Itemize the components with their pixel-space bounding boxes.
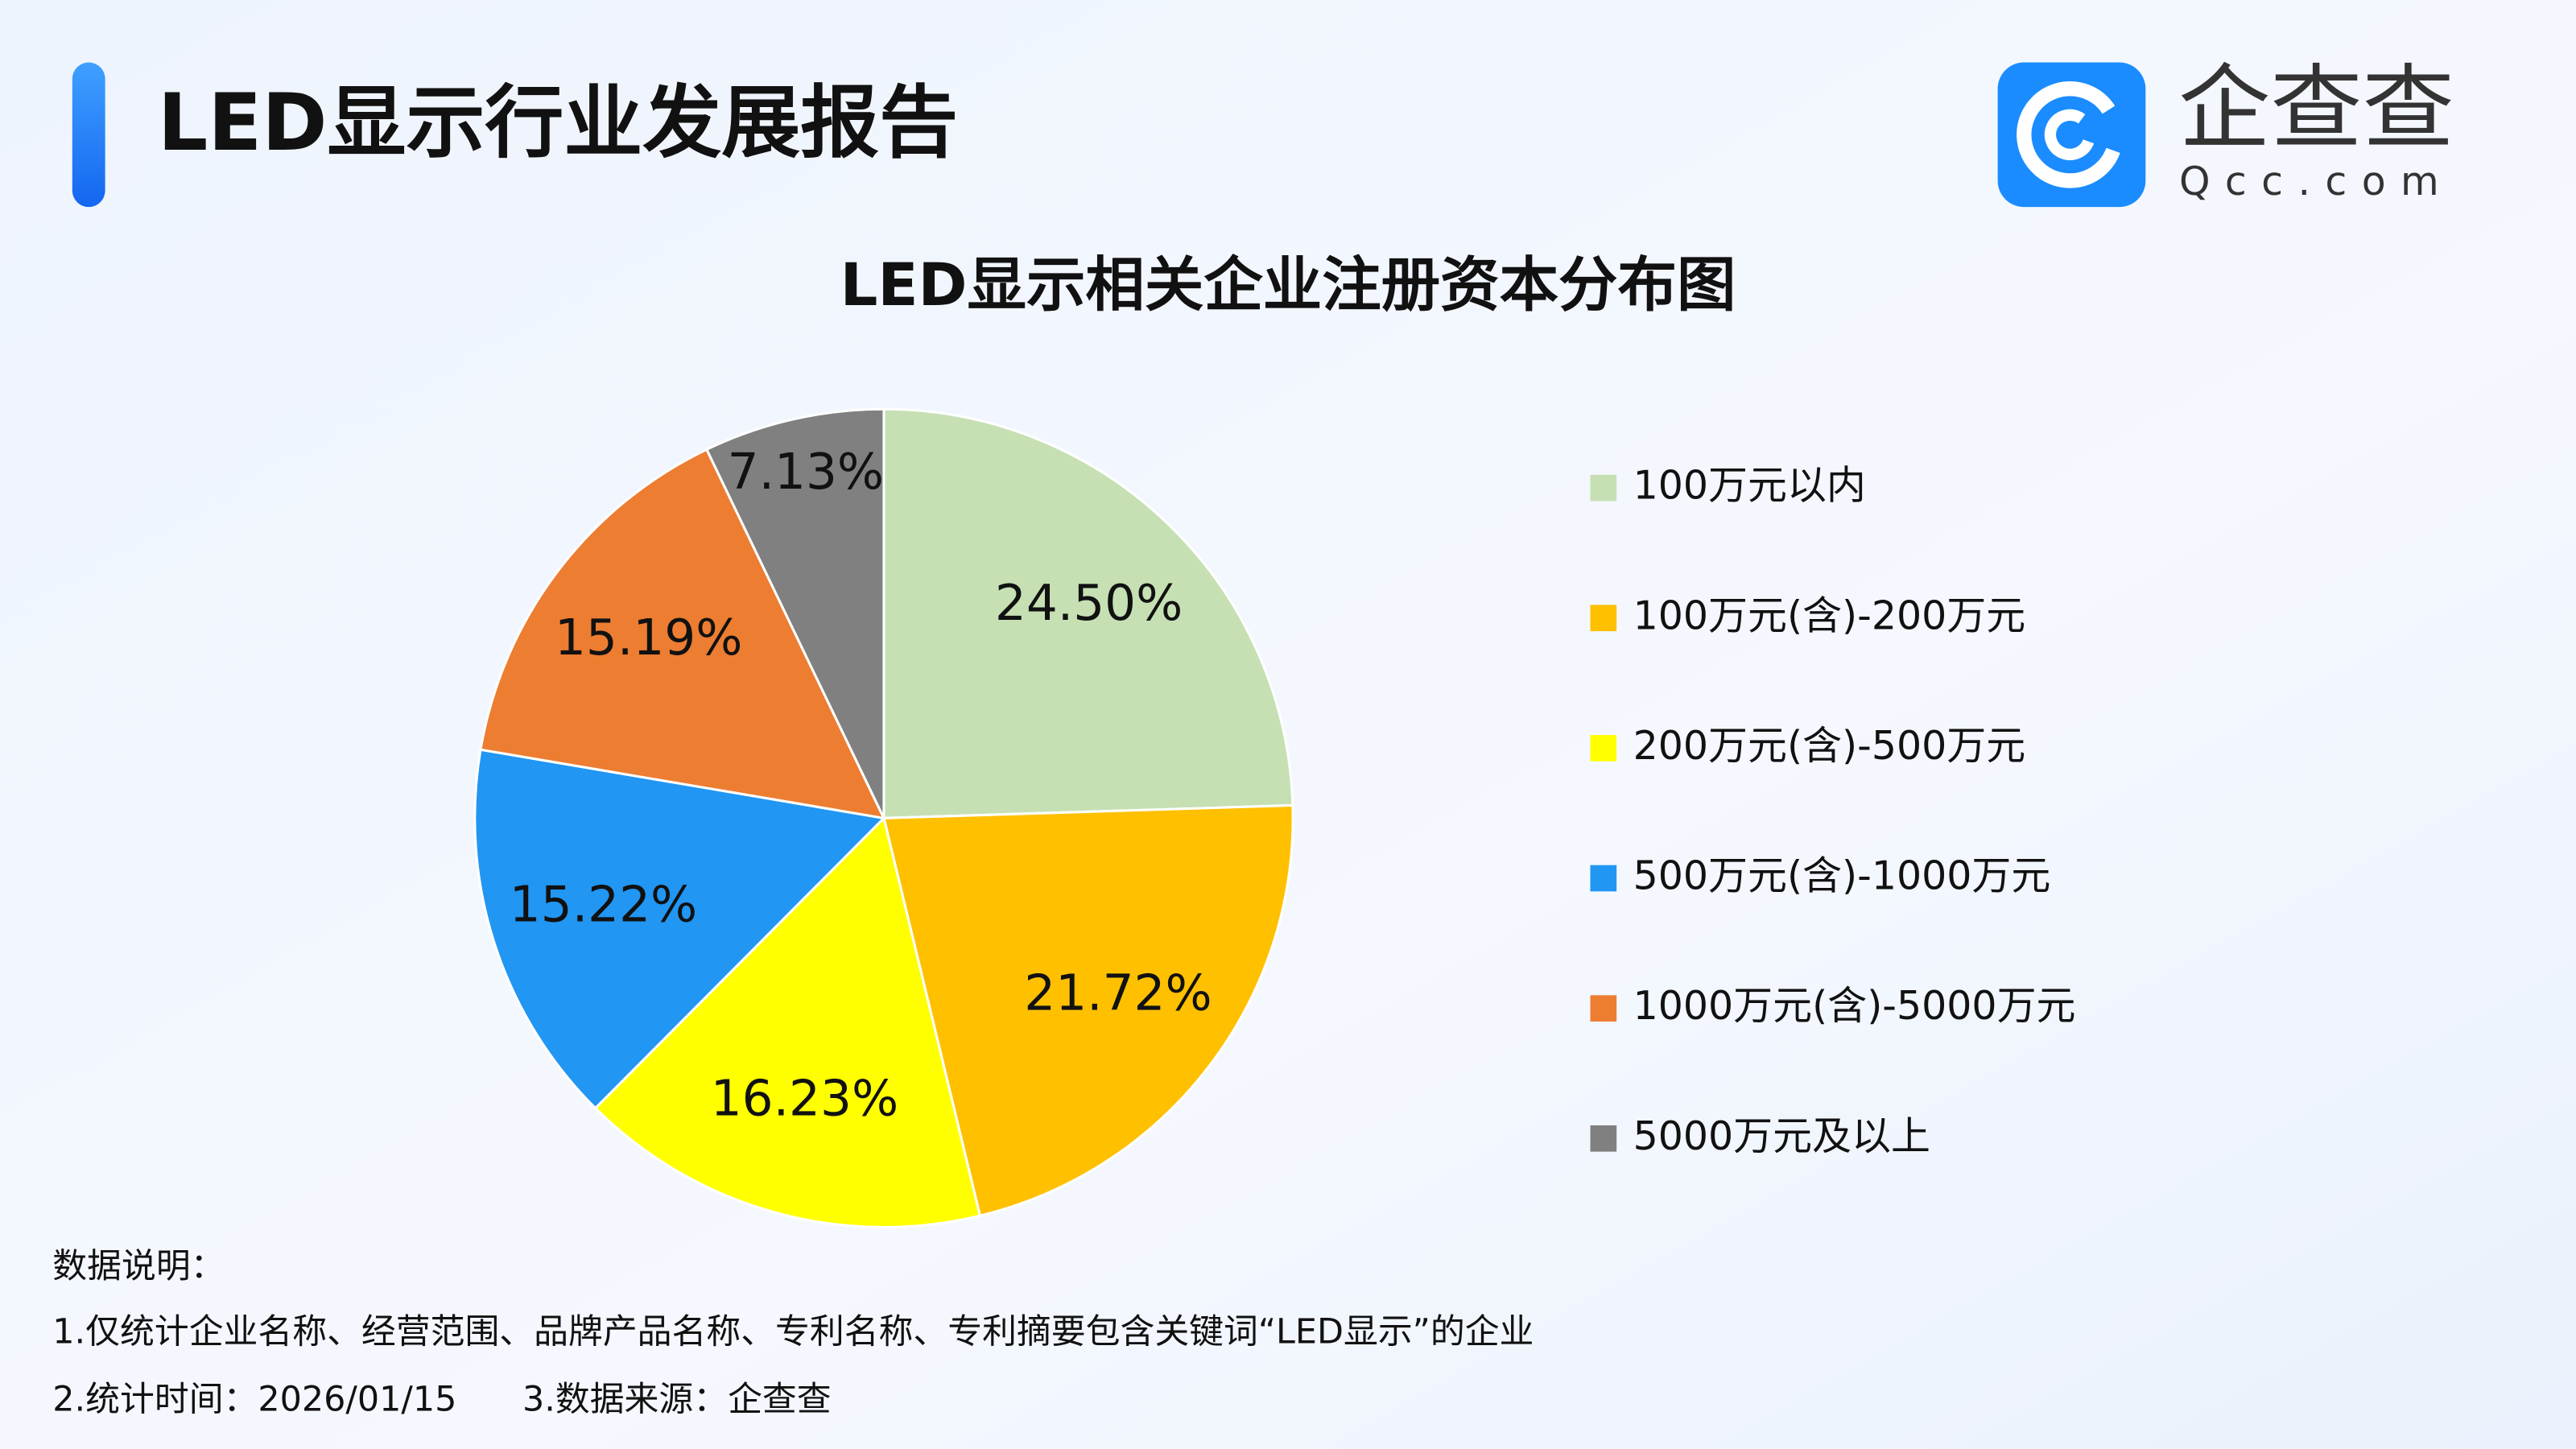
legend-swatch (1590, 735, 1617, 762)
value-label: 21.72% (1024, 965, 1212, 1022)
legend: 100万元以内 100万元(含)-200万元 200万元(含)-500万元 500万元… (1590, 463, 2076, 1159)
note-line: 3.数据来源：企查查 (522, 1379, 832, 1419)
pie-slice (704, 407, 886, 819)
pie: 24.50% 21.72% 16.23% 15.22% 15.19% 7.13% (473, 407, 1294, 1228)
pie-slice (479, 448, 886, 820)
legend-label: 500万元(含)-1000万元 (1633, 853, 2051, 899)
note-line: 1.仅统计企业名称、经营范围、品牌产品名称、专利名称、专利摘要包含关键词“LED… (52, 1312, 1534, 1352)
logo-domain: Qcc.com (2179, 159, 2454, 204)
legend-label: 5000万元及以上 (1633, 1113, 1930, 1159)
logo-ring-inner (2044, 109, 2096, 160)
pie-slice (882, 803, 1294, 1218)
legend-swatch (1590, 865, 1617, 892)
value-label: 16.23% (711, 1070, 898, 1127)
value-label: 24.50% (995, 575, 1183, 632)
value-label: 7.13% (728, 444, 884, 501)
legend-label: 100万元以内 (1633, 463, 1866, 509)
legend-label: 100万元(含)-200万元 (1633, 592, 2026, 638)
page-title: LED显示行业发展报告 (158, 77, 958, 169)
title-accent (72, 62, 105, 208)
pie-slice (593, 815, 982, 1228)
pie-slice (882, 407, 1294, 819)
legend-swatch (1590, 605, 1617, 632)
logo-name: 企查查 (2178, 55, 2454, 162)
logo: 企查查 Qcc.com (1997, 55, 2454, 208)
notes-heading: 数据说明： (52, 1246, 225, 1286)
pie-slice (473, 748, 887, 1110)
chart-title: LED显示相关企业注册资本分布图 (840, 251, 1736, 320)
legend-label: 200万元(含)-500万元 (1633, 723, 2026, 769)
value-label: 15.19% (555, 609, 742, 667)
value-label: 15.22% (510, 877, 697, 934)
legend-swatch (1590, 1125, 1617, 1152)
legend-swatch (1590, 474, 1617, 502)
legend-label: 1000万元(含)-5000万元 (1633, 983, 2076, 1029)
note-line: 2.统计时间：2026/01/15 (52, 1379, 456, 1419)
legend-swatch (1590, 995, 1617, 1022)
